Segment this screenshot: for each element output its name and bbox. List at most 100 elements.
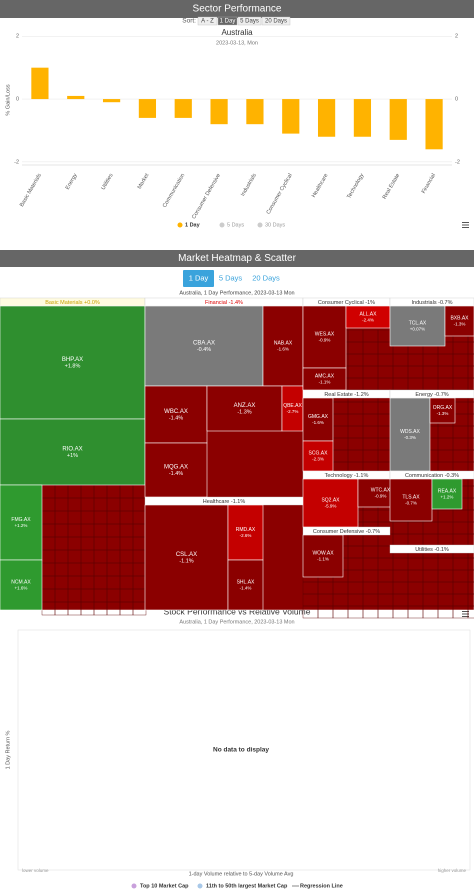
tile-value: -0.3% [404,435,416,440]
menu-icon[interactable] [462,611,469,617]
sort-button-label[interactable]: 1 Day [220,19,236,25]
tile-value: -2.4% [362,318,374,323]
tile [429,397,456,424]
sort-button[interactable] [237,16,262,26]
plot-area [17,629,471,871]
tile [262,305,304,387]
tile-name: BHP.AX [62,357,83,363]
tile-name: RMD.AX [236,527,256,533]
period-button-label[interactable]: 5 Days [219,273,243,282]
y-tick-label: -2 [14,159,19,165]
sort-button[interactable] [217,16,238,26]
tile-border [467,401,474,415]
legend-marker[interactable] [197,883,203,889]
legend-marker[interactable] [131,883,137,889]
sort-button-label[interactable]: 5 Days [240,19,259,25]
tile [0,484,43,561]
tile-value: -1.3% [454,322,466,327]
bar [317,99,336,137]
tile-value: +0.07% [410,327,425,332]
tile-name: BXB.AX [450,315,469,321]
tile-border [467,341,474,355]
tile-border [467,473,474,487]
tile-value: +1.8% [65,363,81,369]
tile-value: +1% [67,453,78,459]
tile [302,367,347,391]
x-tick-label: Consumer Cyclical [266,173,294,216]
legend-label[interactable]: 1 Day [185,222,201,228]
x-axis-label: 1-day Volume relative to 5-day Volume Av… [189,871,294,877]
tile-value: +1.6% [15,586,28,591]
legend-marker[interactable] [177,222,183,228]
period-button-label[interactable]: 20 Days [252,273,280,282]
sort-button[interactable] [197,16,218,26]
legend-label[interactable]: Regression Line [300,883,343,889]
sort-label: Sort: [182,18,196,25]
tile-border [467,605,474,619]
y2-tick-label: -2 [455,159,460,165]
period-button[interactable] [247,270,285,287]
tile [227,559,264,611]
sort-button[interactable] [261,16,291,26]
legend-marker[interactable] [219,222,225,228]
x-tick-label: Financial [421,173,437,195]
sort-button-label[interactable]: A - Z [201,19,214,25]
tile-border [467,365,474,379]
tile-border [467,533,474,547]
group-label: Consumer Cyclical -1% [318,300,375,306]
group-label: Financial -1.4% [205,300,243,306]
tile [389,397,431,472]
period-button[interactable] [183,270,214,287]
legend-label[interactable]: 30 Days [265,222,285,228]
tile [431,478,463,510]
tile-value: -1.1% [317,557,329,562]
tile-name: SHL.AX [237,579,255,585]
legend-marker[interactable] [257,222,263,228]
legend-label[interactable]: 11th to 50th largest Market Cap [206,883,288,889]
tile-name: CBA.AX [193,341,215,347]
bar [246,99,264,125]
tile-value: +1.2% [15,523,28,528]
bar [174,99,192,118]
tile-value: -1.3% [437,411,449,416]
bar [31,67,49,100]
x-tick-label: Technology [346,173,365,200]
tile-name: WDS.AX [400,429,420,435]
sort-button-label[interactable]: 20 Days [265,19,287,25]
x-tick-label: Consumer Defensive [191,173,222,220]
x-min-label: lower volume [22,868,49,873]
y2-tick-label: 0 [455,97,458,103]
y2-tick-label: 2 [455,34,458,40]
tile-border [467,485,474,499]
section-header [0,0,474,18]
tile-name: TLS.AX [402,494,420,500]
tile-border [467,521,474,535]
period-button-label[interactable]: 1 Day [189,273,209,282]
tile [302,397,334,442]
y-tick-label: 2 [16,34,19,40]
legend-label[interactable]: 5 Days [227,222,244,228]
tile-name: NCM.AX [11,579,31,585]
bar [282,99,300,134]
tile [302,440,334,472]
legend-label[interactable]: Top 10 Market Cap [140,883,189,889]
menu-icon[interactable] [462,222,469,228]
tile-name: SCG.AX [309,450,329,456]
no-data-message: No data to display [213,747,269,754]
tile-value: -1.6% [312,420,324,425]
tile-value: -1.1% [319,380,331,385]
group-label: Utilities -0.1% [415,547,449,553]
group-label: Basic Materials +0.0% [45,300,100,306]
tile-border [467,413,474,427]
tile-name: WOW.AX [312,550,334,556]
tile-border [467,593,474,607]
tile [0,559,43,611]
tile-border [467,581,474,595]
chart-subtitle: Australia, 1 Day Performance, 2023-03-13… [179,619,294,625]
period-button[interactable] [215,270,246,287]
tile [302,305,347,369]
tile-value: -2.3% [312,457,324,462]
bar [67,95,85,100]
group-label: Technology -1.1% [325,473,369,479]
